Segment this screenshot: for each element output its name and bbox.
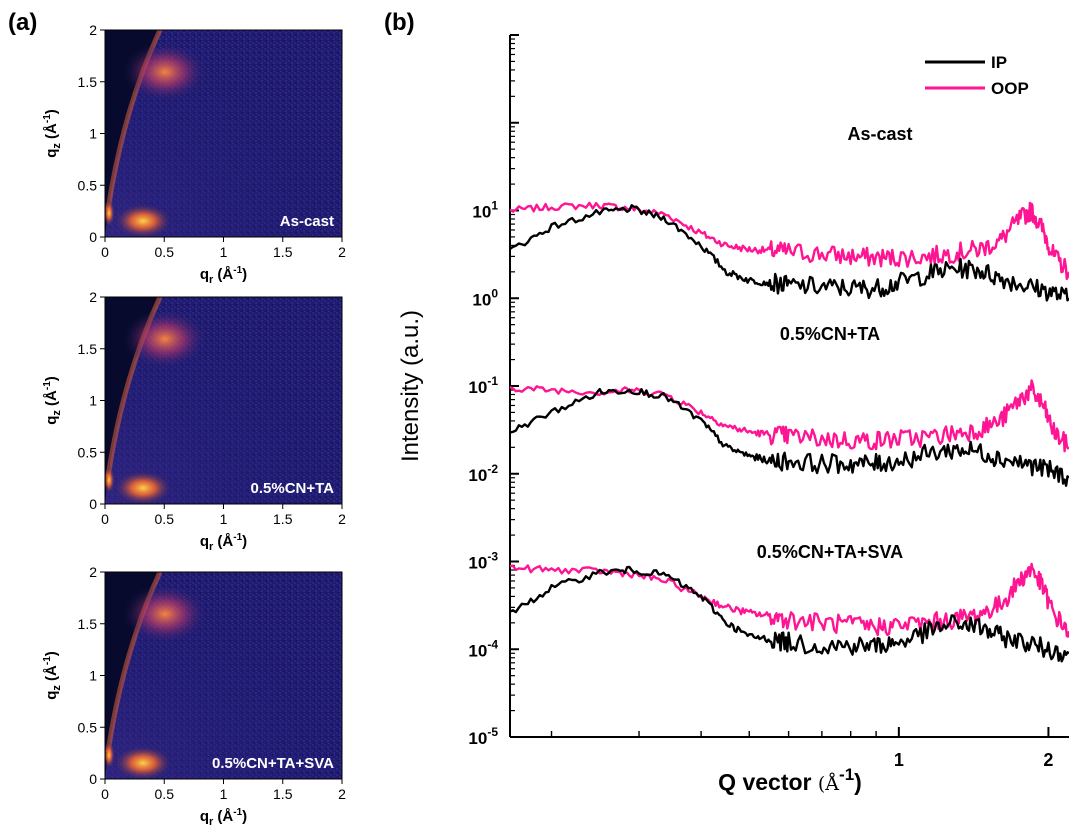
ip-series-line: [509, 565, 1069, 663]
map-y-tick-label: 1.5: [78, 616, 98, 632]
map-y-tick-label: 0: [89, 496, 97, 512]
map-x-tick-label: 0: [101, 786, 109, 802]
map-image: [105, 572, 342, 779]
missing-wedge: [105, 297, 160, 504]
line-plot: 10-5 10-4 10-3 10-2 10-1 100 101 1 2 Q vector (Å-…: [397, 34, 1069, 795]
map-x-axis-label: qr (Å-1): [200, 807, 247, 828]
map-y-axis-label: qz (Å-1): [42, 376, 63, 425]
y-axis-label: Intensity (a.u.): [397, 310, 424, 462]
map-label: 0.5%CN+TA: [251, 480, 335, 497]
curve-group-label: 0.5%CN+TA: [780, 324, 880, 344]
legend-label: IP: [991, 53, 1007, 72]
map-x-tick-label: 1: [220, 511, 228, 527]
map-2: 0.5%CN+TA 0 0.5 1 1.5 2 0 0.5 1 1.5 2 qr (Å-1) qz (Å…: [42, 289, 346, 553]
curve-group-2: 0.5%CN+TA: [509, 324, 1069, 487]
map-label: 0.5%CN+TA+SVA: [212, 755, 334, 772]
lamellar-peak: [113, 745, 173, 779]
map-x-tick-label: 1: [220, 244, 228, 260]
map-y-axis-label: qz (Å-1): [42, 651, 63, 700]
map-y-tick-label: 0.5: [78, 444, 98, 460]
y-tick-label: 10-2: [468, 462, 498, 485]
map-x-tick-label: 2: [338, 511, 346, 527]
map-y-tick-label: 2: [89, 564, 97, 580]
map-y-tick-label: 1: [89, 668, 97, 684]
pi-stacking-peak: [123, 42, 207, 102]
map-x-axis-label: qr (Å-1): [200, 532, 247, 553]
oop-series-line: [509, 379, 1069, 453]
map-y-tick-label: 1.5: [78, 341, 98, 357]
y-tick-label: 100: [472, 286, 498, 309]
pi-stacking-peak: [123, 584, 207, 644]
map-y-tick-label: 0: [89, 771, 97, 787]
y-tick-label: 10-1: [468, 374, 498, 397]
curve-group-label: 0.5%CN+TA+SVA: [757, 542, 903, 562]
oop-series-line: [509, 201, 1069, 281]
missing-wedge: [105, 30, 160, 237]
map-y-tick-label: 2: [89, 22, 97, 38]
map-y-tick-label: 1: [89, 393, 97, 409]
panel-label-a: (a): [8, 9, 37, 36]
map-x-tick-label: 0: [101, 511, 109, 527]
map-x-axis-label: qr (Å-1): [200, 265, 247, 286]
map-x-tick-label: 1.5: [273, 511, 293, 527]
map-y-tick-label: 0.5: [78, 719, 98, 735]
lamellar-peak: [113, 203, 173, 237]
map-label: As-cast: [280, 213, 334, 230]
legend: IP OOP: [925, 53, 1029, 98]
y-tick-label: 10-3: [468, 550, 498, 573]
legend-label: OOP: [991, 79, 1029, 98]
map-y-tick-label: 0: [89, 229, 97, 245]
ip-series-line: [509, 387, 1069, 487]
map-y-axis-label: qz (Å-1): [42, 109, 63, 158]
x-tick-label: 1: [894, 750, 904, 770]
map-image: [105, 297, 342, 504]
map-x-tick-label: 0: [101, 244, 109, 260]
lamellar-peak: [113, 470, 173, 504]
y-tick-label: 10-5: [468, 725, 498, 748]
pi-stacking-peak: [123, 309, 207, 369]
curve-group-3: 0.5%CN+TA+SVA: [509, 542, 1069, 663]
map-x-tick-label: 1.5: [273, 786, 293, 802]
map-1: As-cast 0 0.5 1 1.5 2 0 0.5 1 1.5 2 qr (Å-1) qz (Å-1…: [42, 22, 346, 286]
map-y-tick-label: 2: [89, 289, 97, 305]
x-tick-label: 2: [1043, 750, 1053, 770]
map-y-tick-label: 1.5: [78, 74, 98, 90]
panel-label-b: (b): [384, 9, 415, 36]
map-x-tick-label: 1: [220, 786, 228, 802]
x-axis-label: Q vector (Å-1): [718, 765, 862, 795]
map-x-tick-label: 2: [338, 244, 346, 260]
map-y-tick-label: 1: [89, 126, 97, 142]
map-x-tick-label: 2: [338, 786, 346, 802]
missing-wedge: [105, 572, 160, 779]
y-tick-label: 101: [472, 199, 498, 222]
oop-series-line: [509, 562, 1069, 638]
map-x-tick-label: 0.5: [155, 786, 175, 802]
map-x-tick-label: 0.5: [155, 244, 175, 260]
gisaxs-maps: As-cast 0 0.5 1 1.5 2 0 0.5 1 1.5 2 qr (Å-1) qz (Å-1…: [42, 22, 346, 828]
map-3: 0.5%CN+TA+SVA 0 0.5 1 1.5 2 0 0.5 1 1.5 2 qr (Å-1) q…: [42, 564, 346, 828]
ip-series-line: [509, 204, 1069, 302]
y-tick-label: 10-4: [468, 637, 498, 660]
curve-group-label: As-cast: [847, 124, 912, 144]
curve-group-1: As-cast: [509, 124, 1069, 302]
map-image: [105, 30, 342, 237]
map-y-tick-label: 0.5: [78, 177, 98, 193]
map-x-tick-label: 1.5: [273, 244, 293, 260]
map-x-tick-label: 0.5: [155, 511, 175, 527]
